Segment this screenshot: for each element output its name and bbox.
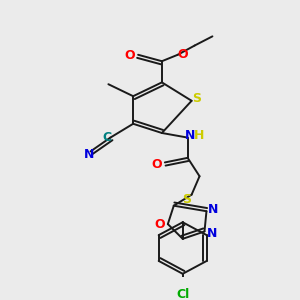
- Text: Cl: Cl: [176, 289, 189, 300]
- Text: N: N: [208, 203, 219, 216]
- Text: N: N: [83, 148, 94, 161]
- Text: H: H: [194, 129, 205, 142]
- Text: S: S: [182, 193, 191, 206]
- Text: N: N: [207, 227, 218, 240]
- Text: S: S: [192, 92, 201, 104]
- Text: O: O: [154, 218, 165, 231]
- Text: O: O: [177, 48, 188, 61]
- Text: N: N: [184, 129, 195, 142]
- Text: O: O: [125, 49, 136, 62]
- Text: C: C: [103, 131, 112, 144]
- Text: O: O: [152, 158, 162, 171]
